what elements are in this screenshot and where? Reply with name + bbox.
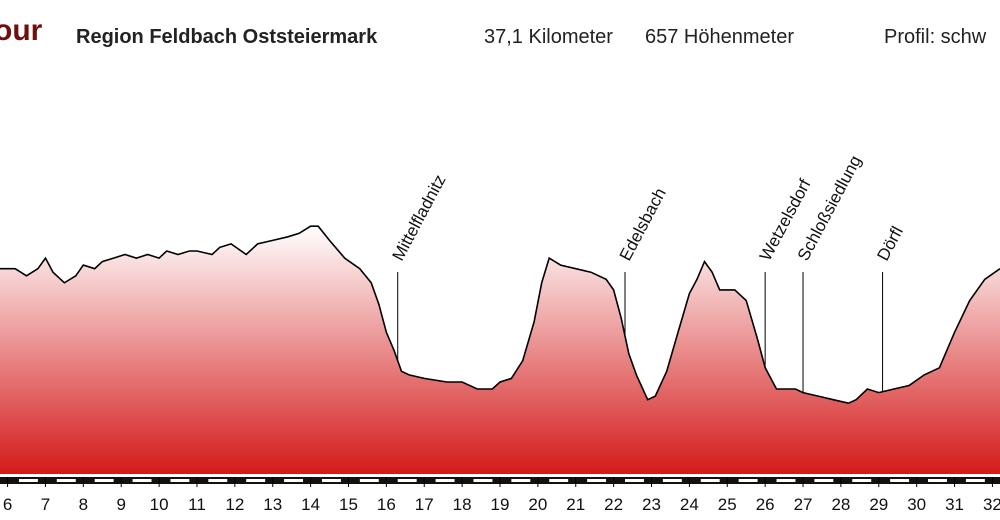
- x-tick-label: 15: [339, 495, 358, 514]
- x-tick-label: 18: [453, 495, 472, 514]
- x-axis-band-segment: [473, 479, 493, 482]
- x-tick-label: 30: [907, 495, 926, 514]
- x-axis-band-segment: [321, 479, 341, 482]
- place-label: Dörfl: [873, 223, 907, 264]
- x-tick-label: 13: [263, 495, 282, 514]
- x-axis-band-segment: [852, 479, 872, 482]
- x-tick-label: 23: [642, 495, 661, 514]
- x-axis-band-segment: [965, 479, 985, 482]
- x-axis-band-segment: [284, 479, 304, 482]
- x-tick-label: 6: [3, 495, 12, 514]
- distance-label: 37,1 Kilometer: [484, 26, 613, 48]
- x-tick-label: 28: [831, 495, 850, 514]
- place-label: Edelsbach: [616, 185, 670, 264]
- x-axis-band-segment: [56, 479, 76, 482]
- x-axis-band-segment: [662, 479, 682, 482]
- x-axis-band-segment: [132, 479, 152, 482]
- chart-header: our Region Feldbach Oststeiermark 37,1 K…: [0, 0, 1000, 60]
- x-axis-band-segment: [246, 479, 266, 482]
- x-tick-label: 21: [566, 495, 585, 514]
- x-axis-band-segment: [208, 479, 228, 482]
- x-tick-label: 10: [150, 495, 169, 514]
- x-axis-band-segment: [435, 479, 455, 482]
- x-tick-label: 12: [225, 495, 244, 514]
- x-axis-band-segment: [776, 479, 796, 482]
- x-tick-label: 9: [116, 495, 125, 514]
- x-tick-label: 17: [415, 495, 434, 514]
- x-tick-label: 24: [680, 495, 699, 514]
- x-tick-label: 7: [41, 495, 50, 514]
- x-axis-band-segment: [928, 479, 947, 482]
- x-tick-label: 16: [377, 495, 396, 514]
- x-axis-band-segment: [700, 479, 720, 482]
- x-axis-band-segment: [397, 479, 417, 482]
- profile-label: Profil: schw: [884, 26, 987, 48]
- x-tick-label: 20: [528, 495, 547, 514]
- elevation-gain-label: 657 Höhenmeter: [645, 26, 794, 48]
- x-tick-label: 26: [756, 495, 775, 514]
- elevation-profile-line: [0, 225, 1000, 405]
- x-axis-band-segment: [738, 479, 758, 482]
- x-tick-label: 8: [79, 495, 88, 514]
- x-tick-label: 14: [301, 495, 320, 514]
- tour-title: our: [0, 14, 43, 47]
- x-axis-band-segment: [511, 479, 531, 482]
- place-label: Mittelfladnitz: [388, 172, 449, 264]
- x-axis-band-segment: [170, 479, 190, 482]
- x-axis-band-segment: [625, 479, 644, 482]
- x-axis-band-segment: [814, 479, 834, 482]
- x-tick-label: 27: [794, 495, 813, 514]
- x-axis-band-segment: [94, 479, 114, 482]
- region-label: Region Feldbach Oststeiermark: [76, 26, 378, 48]
- x-axis-band-segment: [549, 479, 569, 482]
- x-tick-label: 29: [869, 495, 888, 514]
- x-tick-label: 11: [188, 495, 206, 514]
- x-tick-label: 19: [491, 495, 510, 514]
- x-tick-label: 32: [983, 495, 1000, 514]
- x-axis-band-segment: [587, 479, 607, 482]
- x-tick-label: 31: [945, 495, 964, 514]
- x-axis-band-segment: [359, 479, 379, 482]
- place-label: Schloßsiedlung: [794, 152, 865, 264]
- elevation-area: [0, 226, 1000, 474]
- x-tick-label: 22: [604, 495, 623, 514]
- x-tick-label: 25: [718, 495, 737, 514]
- x-axis-band-segment: [18, 479, 38, 482]
- x-axis-band-segment: [890, 479, 910, 482]
